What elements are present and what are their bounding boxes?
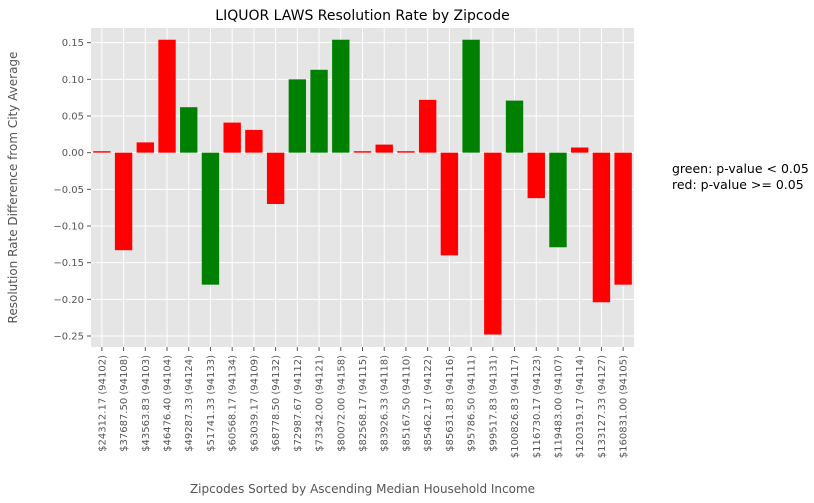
bar [266,152,285,204]
chart-title: LIQUOR LAWS Resolution Rate by Zipcode [215,8,509,24]
bar [114,152,133,251]
x-tick-label: $60568.17 (94134) [228,355,239,452]
x-tick-label: $43563.83 (94103) [141,355,152,452]
x-tick-label: $82568.17 (94115) [358,355,369,452]
x-tick-label: $160831.00 (94105) [619,355,630,458]
bar [332,39,350,153]
x-tick-label: $83926.33 (94118) [380,355,391,452]
bar [93,151,111,153]
bar [288,79,307,153]
bar [310,69,328,153]
x-tick-label: $80072.00 (94158) [336,355,347,452]
x-tick-label: $85167.50 (94110) [401,355,412,452]
bars [93,39,632,335]
bar [592,152,611,303]
bar [201,152,220,285]
bar [614,152,632,285]
bar [375,144,393,153]
legend-note-red: red: p-value >= 0.05 [672,177,804,192]
y-tick-label: −0.10 [53,222,84,233]
legend-note-green: green: p-value < 0.05 [672,161,809,176]
x-tick-label: $51741.33 (94133) [206,355,217,452]
x-tick-label: $68778.50 (94132) [271,355,282,452]
y-tick-label: −0.20 [53,295,84,306]
x-tick-label: $37687.50 (94108) [119,355,130,452]
x-tick-label: $100826.83 (94117) [510,355,521,458]
x-tick-label: $120319.17 (94114) [575,355,586,458]
x-tick-label: $119483.00 (94107) [553,355,564,458]
bar [484,152,502,335]
x-tick-label: $46476.40 (94104) [163,355,174,452]
y-axis-ticks: −0.25 −0.20 −0.15 −0.10 −0.05 0.00 0.05 0.10 0.1… [53,38,91,343]
bar [158,39,176,153]
x-tick-label: $99517.83 (94131) [488,355,499,452]
x-tick-label: $72987.67 (94112) [293,355,304,452]
x-axis-ticks: $24312.17 (94102) $37687.50 (94108) $43563… [97,347,630,458]
x-tick-label: $85631.83 (94116) [445,355,456,452]
bar [136,142,154,153]
x-tick-label: $85462.17 (94122) [423,355,434,452]
y-tick-label: 0.05 [62,112,84,123]
y-tick-label: 0.00 [62,148,84,159]
x-tick-label: $49287.33 (94124) [184,355,195,452]
bar [440,152,459,256]
y-tick-label: −0.05 [53,185,84,196]
y-axis-label: Resolution Rate Difference from City Ave… [6,52,20,324]
x-tick-label: $133127.33 (94127) [597,355,608,458]
bar [505,100,524,153]
bar [527,152,545,199]
x-tick-label: $95786.50 (94111) [467,355,478,452]
y-tick-label: −0.25 [53,332,84,343]
bar [223,122,241,153]
x-tick-label: $63039.17 (94109) [249,355,260,452]
bar [245,129,263,153]
y-tick-label: 0.10 [62,75,84,86]
y-tick-label: −0.15 [53,258,84,269]
bar [549,152,567,248]
bar [180,107,198,153]
x-tick-label: $73342.00 (94121) [315,355,326,452]
y-tick-label: 0.15 [62,38,84,49]
bar [571,147,589,153]
x-axis-label: Zipcodes Sorted by Ascending Median Hous… [190,482,535,496]
x-tick-label: $24312.17 (94102) [97,355,108,452]
bar [397,151,415,153]
bar [462,39,480,153]
bar [353,151,372,153]
bar [418,99,437,153]
x-tick-label: $116730.17 (94123) [532,355,543,458]
